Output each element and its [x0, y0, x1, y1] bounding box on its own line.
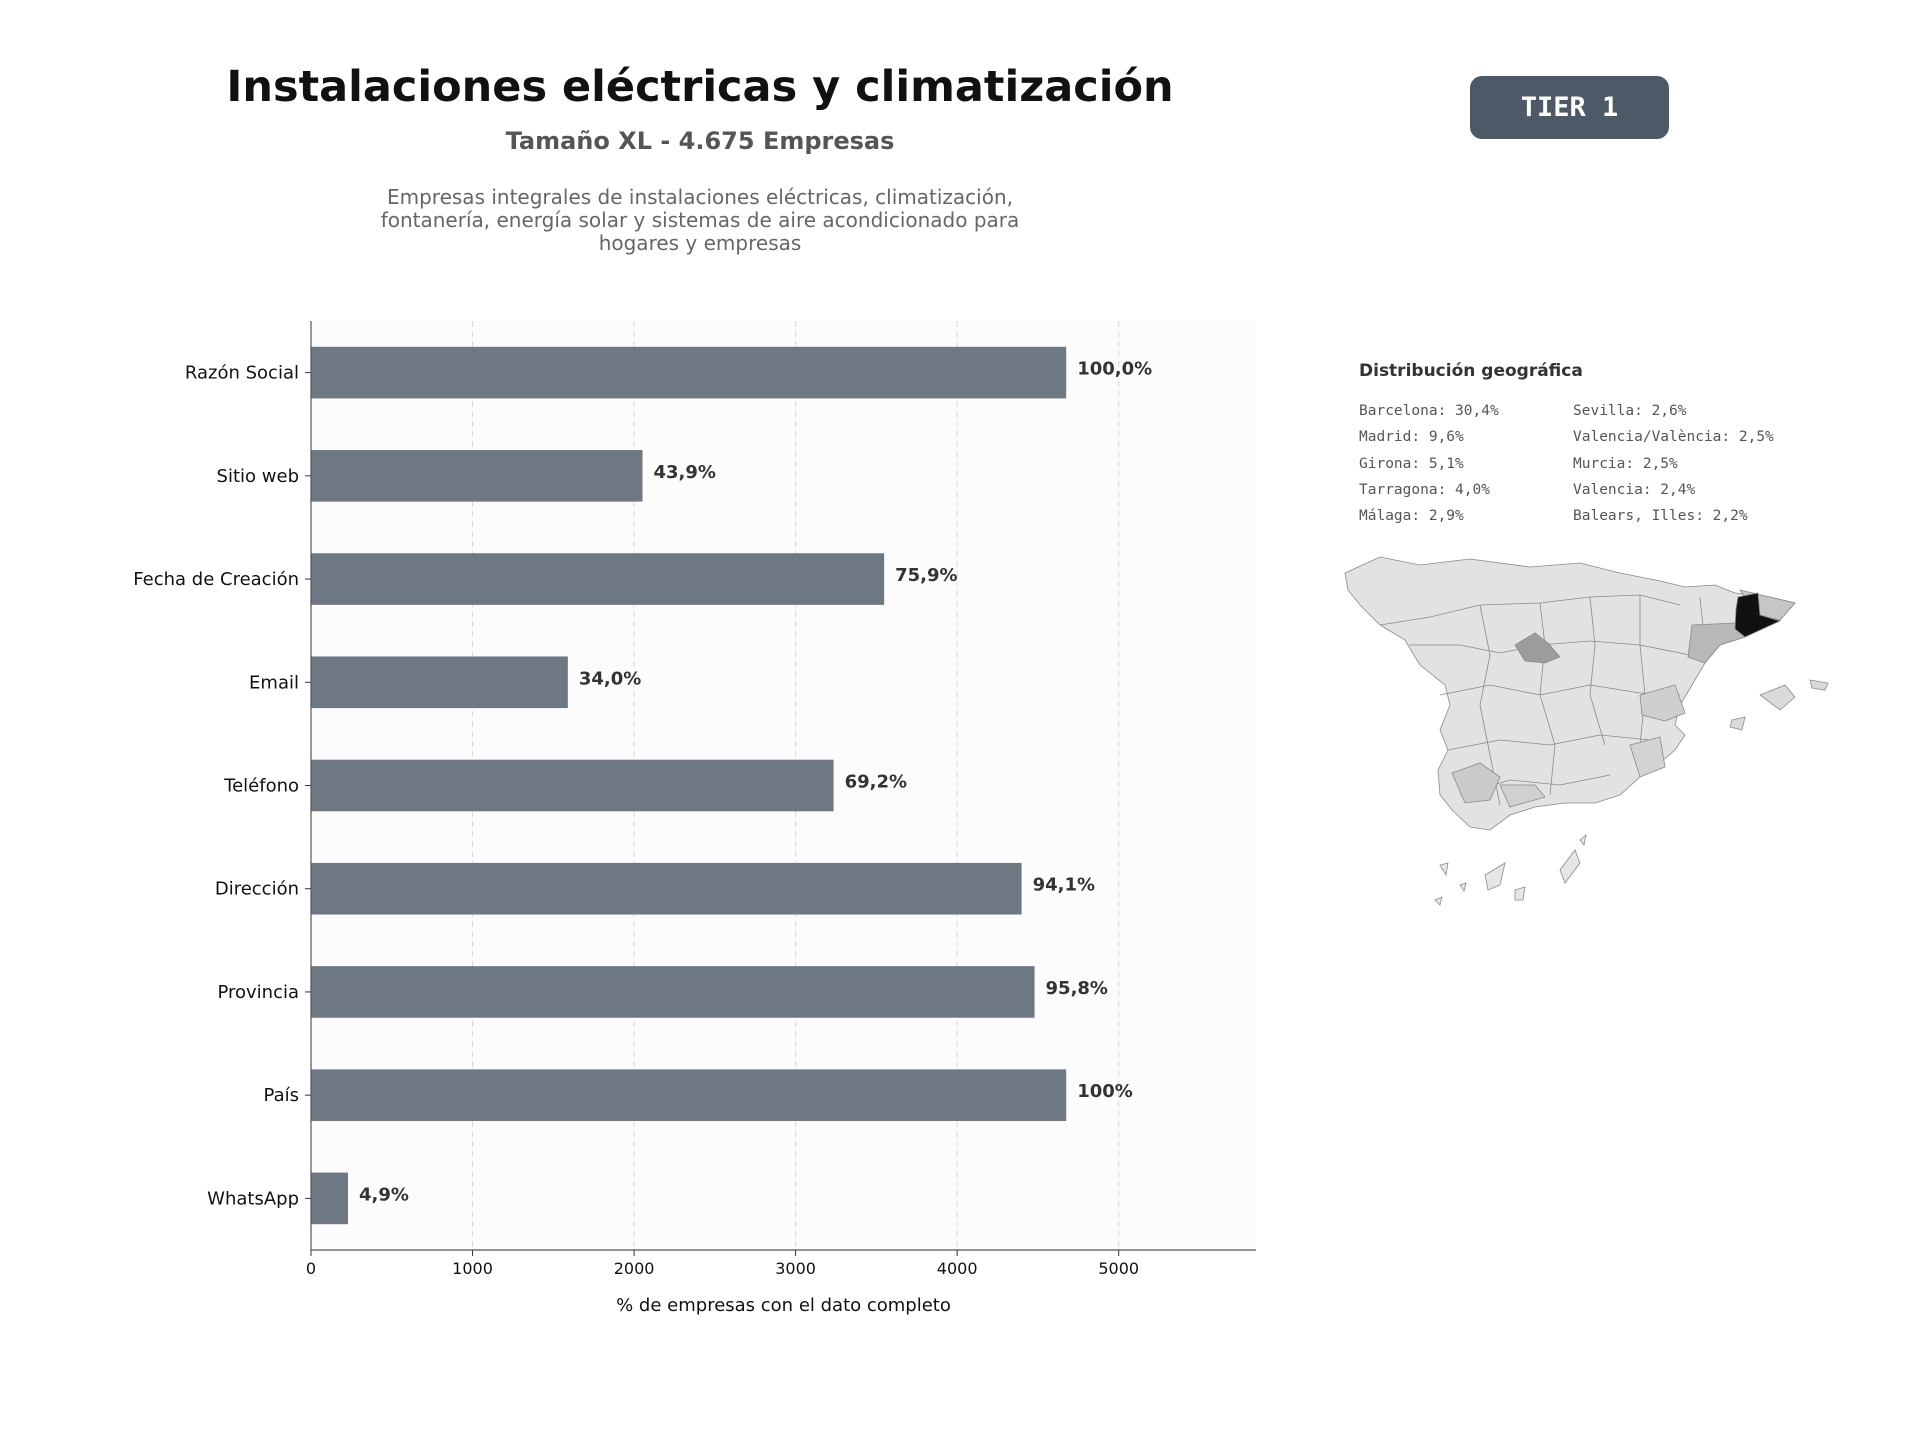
data-label: 69,2% — [845, 772, 907, 793]
data-label: 4,9% — [359, 1184, 409, 1205]
y-tick-label: Fecha de Creación — [133, 569, 299, 590]
canary-islands — [1434, 833, 1587, 906]
data-label: 75,9% — [895, 565, 957, 586]
geo-item: Madrid: 9,6% — [1359, 429, 1464, 446]
province-valencia — [1639, 684, 1686, 722]
x-tick-label: 1000 — [452, 1259, 493, 1278]
province-malaga — [1499, 784, 1546, 808]
x-tick-label: 2000 — [614, 1259, 655, 1278]
geo-item: Málaga: 2,9% — [1359, 508, 1464, 525]
mainland-spain-shape — [1344, 556, 1796, 831]
bar — [311, 1172, 348, 1225]
x-tick-label: 0 — [306, 1259, 316, 1278]
geo-item: Balears, Illes: 2,2% — [1573, 508, 1748, 525]
province-murcia — [1629, 736, 1666, 778]
bar — [311, 759, 834, 812]
bar — [311, 346, 1067, 399]
geo-item: Valencia: 2,4% — [1573, 481, 1696, 498]
geo-item: Girona: 5,1% — [1359, 455, 1464, 472]
data-label: 100,0% — [1077, 359, 1152, 380]
bar — [311, 553, 885, 605]
province-sevilla — [1451, 762, 1501, 804]
x-tick-label: 3000 — [775, 1259, 816, 1278]
balearic-islands — [1729, 679, 1829, 731]
bar — [311, 966, 1035, 1018]
geo-item: Tarragona: 4,0% — [1359, 481, 1490, 498]
data-label: 43,9% — [653, 462, 715, 483]
geo-item: Barcelona: 30,4% — [1359, 403, 1499, 419]
y-tick-label: Razón Social — [185, 363, 299, 384]
bar-chart: Razón Social 100,0% Sitio web 43,9% Fecha de… — [133, 321, 1256, 1316]
page-subtitle: Tamaño XL - 4.675 Empresas — [505, 127, 895, 155]
province-barcelona — [1734, 592, 1782, 638]
province-madrid — [1514, 632, 1561, 664]
data-label: 94,1% — [1033, 875, 1095, 896]
bar — [311, 656, 568, 709]
geo-list-right: Sevilla: 2,6% Valencia/València: 2,5% Mu… — [1573, 398, 1774, 529]
x-tick-label: 4000 — [937, 1259, 978, 1278]
y-tick-label: Provincia — [217, 982, 299, 1003]
x-tick-label: 5000 — [1098, 1259, 1139, 1278]
geo-list-left: Barcelona: 30,4% Madrid: 9,6% Girona: 5,… — [1359, 398, 1499, 529]
data-label: 95,8% — [1046, 978, 1108, 999]
bar — [311, 450, 643, 502]
y-tick-label: Teléfono — [223, 776, 299, 797]
y-tick-label: Sitio web — [217, 466, 299, 487]
y-tick-label: Email — [249, 672, 299, 693]
page-description: Empresas integrales de instalaciones elé… — [380, 185, 1020, 255]
y-tick-label: Dirección — [215, 879, 299, 900]
x-axis-label: % de empresas con el dato completo — [616, 1295, 951, 1316]
bar — [311, 862, 1022, 915]
geo-item: Valencia/València: 2,5% — [1573, 429, 1774, 446]
bar — [311, 1069, 1067, 1121]
data-label: 100% — [1077, 1081, 1133, 1102]
data-label: 34,0% — [579, 668, 641, 689]
spain-province-map — [1344, 556, 1829, 906]
tier-badge: TIER 1 — [1470, 76, 1669, 139]
page-title: Instalaciones eléctricas y climatización — [226, 62, 1174, 112]
y-tick-label: País — [264, 1085, 299, 1106]
geo-item: Murcia: 2,5% — [1573, 455, 1678, 472]
geo-distribution-title: Distribución geográfica — [1359, 361, 1583, 381]
y-tick-label: WhatsApp — [207, 1188, 299, 1209]
geo-item: Sevilla: 2,6% — [1573, 403, 1687, 419]
